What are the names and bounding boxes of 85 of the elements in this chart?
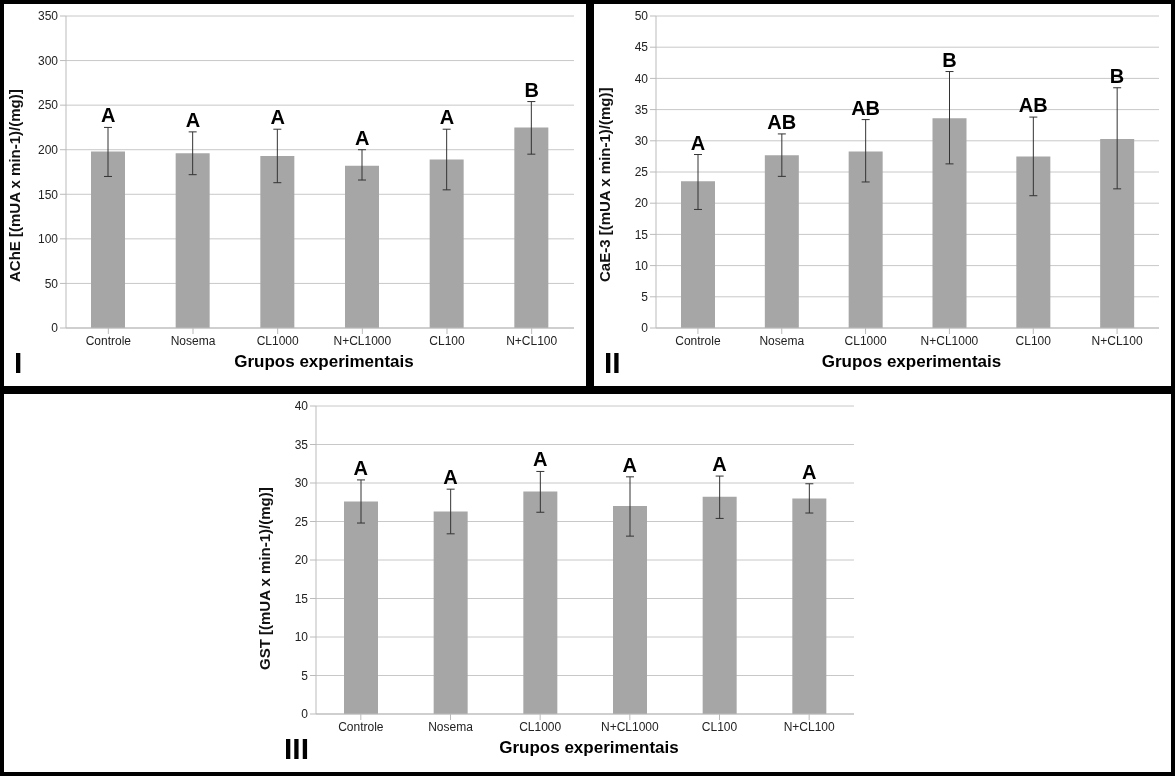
y-tick-label: 5 xyxy=(641,290,649,305)
x-tick-label: CL100 xyxy=(1015,333,1052,348)
annotation: AB xyxy=(1018,94,1048,117)
annotation: B xyxy=(1109,64,1125,87)
annotation: A xyxy=(355,126,370,149)
y-tick-label: 40 xyxy=(634,71,649,86)
y-tick-label: 0 xyxy=(301,707,309,722)
annotation: A xyxy=(622,453,638,476)
y-tick-label: 200 xyxy=(37,142,59,157)
annotation: A xyxy=(353,456,369,479)
y-tick-label: 35 xyxy=(294,437,309,452)
x-tick-label: CL100 xyxy=(701,719,738,734)
y-axis-title: GST [(mUA x min-1)/(mg)] xyxy=(256,487,274,670)
x-axis-title: Grupos experimentais xyxy=(233,352,415,372)
y-tick-label: 50 xyxy=(44,276,59,291)
bar xyxy=(932,118,967,328)
annotation: A xyxy=(712,453,727,476)
y-tick-label: 15 xyxy=(634,227,649,242)
bar xyxy=(764,155,799,328)
y-tick-label: 40 xyxy=(294,399,309,414)
x-tick-label: Nosema xyxy=(428,719,474,734)
y-tick-label: 25 xyxy=(634,165,649,180)
bar xyxy=(429,159,464,328)
text: I xyxy=(14,346,23,380)
x-axis-title: Grupos experimentais xyxy=(498,738,680,758)
bar xyxy=(848,151,883,328)
text: II xyxy=(604,346,621,380)
x-tick-label: N+CL100 xyxy=(783,719,835,734)
bar xyxy=(681,181,715,328)
annotation: A xyxy=(101,104,116,127)
y-tick-label: 20 xyxy=(294,553,309,568)
y-tick-label: 350 xyxy=(37,9,59,24)
x-tick-label: N+CL1000 xyxy=(920,333,979,348)
x-tick-label: Controle xyxy=(338,719,384,734)
bar xyxy=(1100,138,1135,328)
text: III xyxy=(284,732,310,766)
x-tick-label: N+CL1000 xyxy=(333,333,392,348)
y-tick-label: 0 xyxy=(51,321,59,336)
annotation: B xyxy=(524,78,539,101)
bar xyxy=(260,155,295,328)
annotation: B xyxy=(942,48,957,71)
x-axis-title: Grupos experimentais xyxy=(820,352,1003,372)
annotation: AB xyxy=(851,96,881,119)
bar xyxy=(345,165,379,328)
y-tick-label: 300 xyxy=(37,53,59,68)
y-axis-title: CaE-3 [(mUA x min-1)/(mg)] xyxy=(596,87,614,282)
y-tick-label: 10 xyxy=(294,630,309,645)
y-tick-label: 25 xyxy=(294,514,309,529)
x-tick-label: N+CL100 xyxy=(506,333,558,348)
annotation: A xyxy=(801,460,817,483)
x-tick-label: N+CL100 xyxy=(1091,333,1143,348)
y-tick-label: 15 xyxy=(294,591,309,606)
x-tick-label: CL1000 xyxy=(519,719,562,734)
y-tick-label: 20 xyxy=(634,196,649,211)
x-tick-label: Nosema xyxy=(170,333,216,348)
bar xyxy=(1016,156,1051,328)
y-tick-label: 35 xyxy=(634,102,649,117)
y-tick-label: 50 xyxy=(634,9,649,24)
x-tick-label: CL1000 xyxy=(844,333,887,348)
x-tick-label: CL100 xyxy=(429,333,465,348)
annotation: A xyxy=(439,106,455,129)
y-tick-label: 10 xyxy=(634,258,649,273)
y-tick-label: 30 xyxy=(634,134,649,149)
y-tick-label: 5 xyxy=(301,668,309,683)
annotation: A xyxy=(185,108,201,131)
y-tick-label: 150 xyxy=(37,187,59,202)
bar xyxy=(175,153,210,328)
annotation: A xyxy=(532,448,548,471)
y-tick-label: 30 xyxy=(294,476,309,491)
annotation: A xyxy=(443,466,458,489)
annotation: A xyxy=(270,106,285,129)
bar xyxy=(514,127,549,328)
y-tick-label: 45 xyxy=(634,40,649,55)
annotation: AB xyxy=(767,110,797,133)
y-tick-label: 100 xyxy=(37,232,59,247)
y-tick-label: 0 xyxy=(641,321,649,336)
bar xyxy=(91,151,125,328)
x-tick-label: Nosema xyxy=(759,333,805,348)
x-tick-label: CL1000 xyxy=(256,333,299,348)
x-tick-label: Controle xyxy=(675,333,721,348)
x-tick-label: N+CL1000 xyxy=(600,719,660,734)
y-tick-label: 250 xyxy=(37,98,59,113)
y-axis-title: AChE [(mUA x min-1)/(mg)] xyxy=(6,89,24,282)
annotation: A xyxy=(690,131,706,154)
x-tick-label: Controle xyxy=(85,333,132,348)
